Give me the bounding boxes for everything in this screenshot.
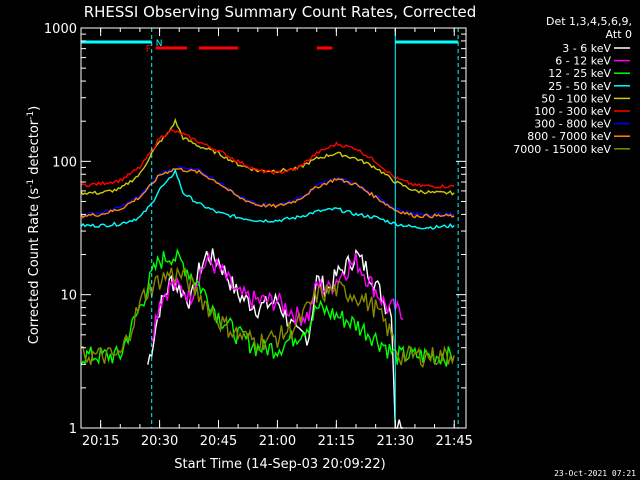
y-axis-ticks: 1 10 100 1000 (44, 22, 466, 437)
x-tick-label: 20:15 (82, 434, 119, 449)
y-tick-label: 1 (69, 422, 77, 437)
x-tick-label: 21:15 (318, 434, 355, 449)
series-line-1 (151, 251, 404, 343)
plot-frame (80, 27, 467, 429)
series-line-8 (80, 266, 455, 368)
series-layer (80, 117, 455, 429)
y-tick-label: 10 (60, 289, 77, 304)
chart-title: RHESSI Observing Summary Count Rates, Co… (84, 3, 477, 21)
markers-layer (80, 28, 459, 428)
legend-entry-label: 100 - 300 keV (534, 105, 611, 118)
legend-entry-label: 7000 - 15000 keV (513, 143, 611, 156)
x-tick-label: 21:00 (259, 434, 296, 449)
flare-flag-label: F (146, 44, 152, 55)
series-line-7 (80, 167, 455, 219)
series-line-2 (80, 247, 455, 367)
x-axis-label: Start Time (14-Sep-03 20:09:22) (174, 457, 385, 472)
flags-layer: NF (81, 39, 459, 55)
night-flag-label: N (156, 39, 163, 49)
plot-area: NF (80, 28, 459, 429)
series-line-6 (80, 165, 455, 217)
legend-header-line-1: Det 1,3,4,5,6,9, (546, 15, 632, 28)
legend-entry-label: 12 - 25 keV (548, 67, 611, 80)
series-line-5 (80, 128, 455, 189)
x-tick-label: 20:45 (200, 434, 237, 449)
timestamp: 23-Oct-2021 07:21 (554, 469, 636, 478)
series-line-3 (80, 168, 455, 230)
legend-header-line-2: Att 0 (606, 28, 632, 41)
x-axis-ticks: 20:15 20:30 20:45 21:00 21:15 21:30 21:45 (80, 28, 473, 449)
series-line-4 (80, 117, 455, 196)
legend-entry-label: 25 - 50 keV (548, 80, 611, 93)
y-axis-label: Corrected Count Rate (s-1 detector-1) (26, 106, 42, 344)
legend-entry-label: 3 - 6 keV (562, 42, 611, 55)
y-tick-label: 100 (52, 155, 77, 170)
legend-entry-label: 800 - 7000 keV (527, 130, 611, 143)
x-tick-label: 20:30 (141, 434, 178, 449)
legend-entry-label: 300 - 800 keV (534, 118, 611, 131)
legend-entry-label: 50 - 100 keV (541, 92, 611, 105)
y-tick-label: 1000 (44, 22, 77, 37)
x-tick-label: 21:30 (377, 434, 414, 449)
legend-entry-label: 6 - 12 keV (555, 55, 611, 68)
x-tick-label: 21:45 (435, 434, 472, 449)
